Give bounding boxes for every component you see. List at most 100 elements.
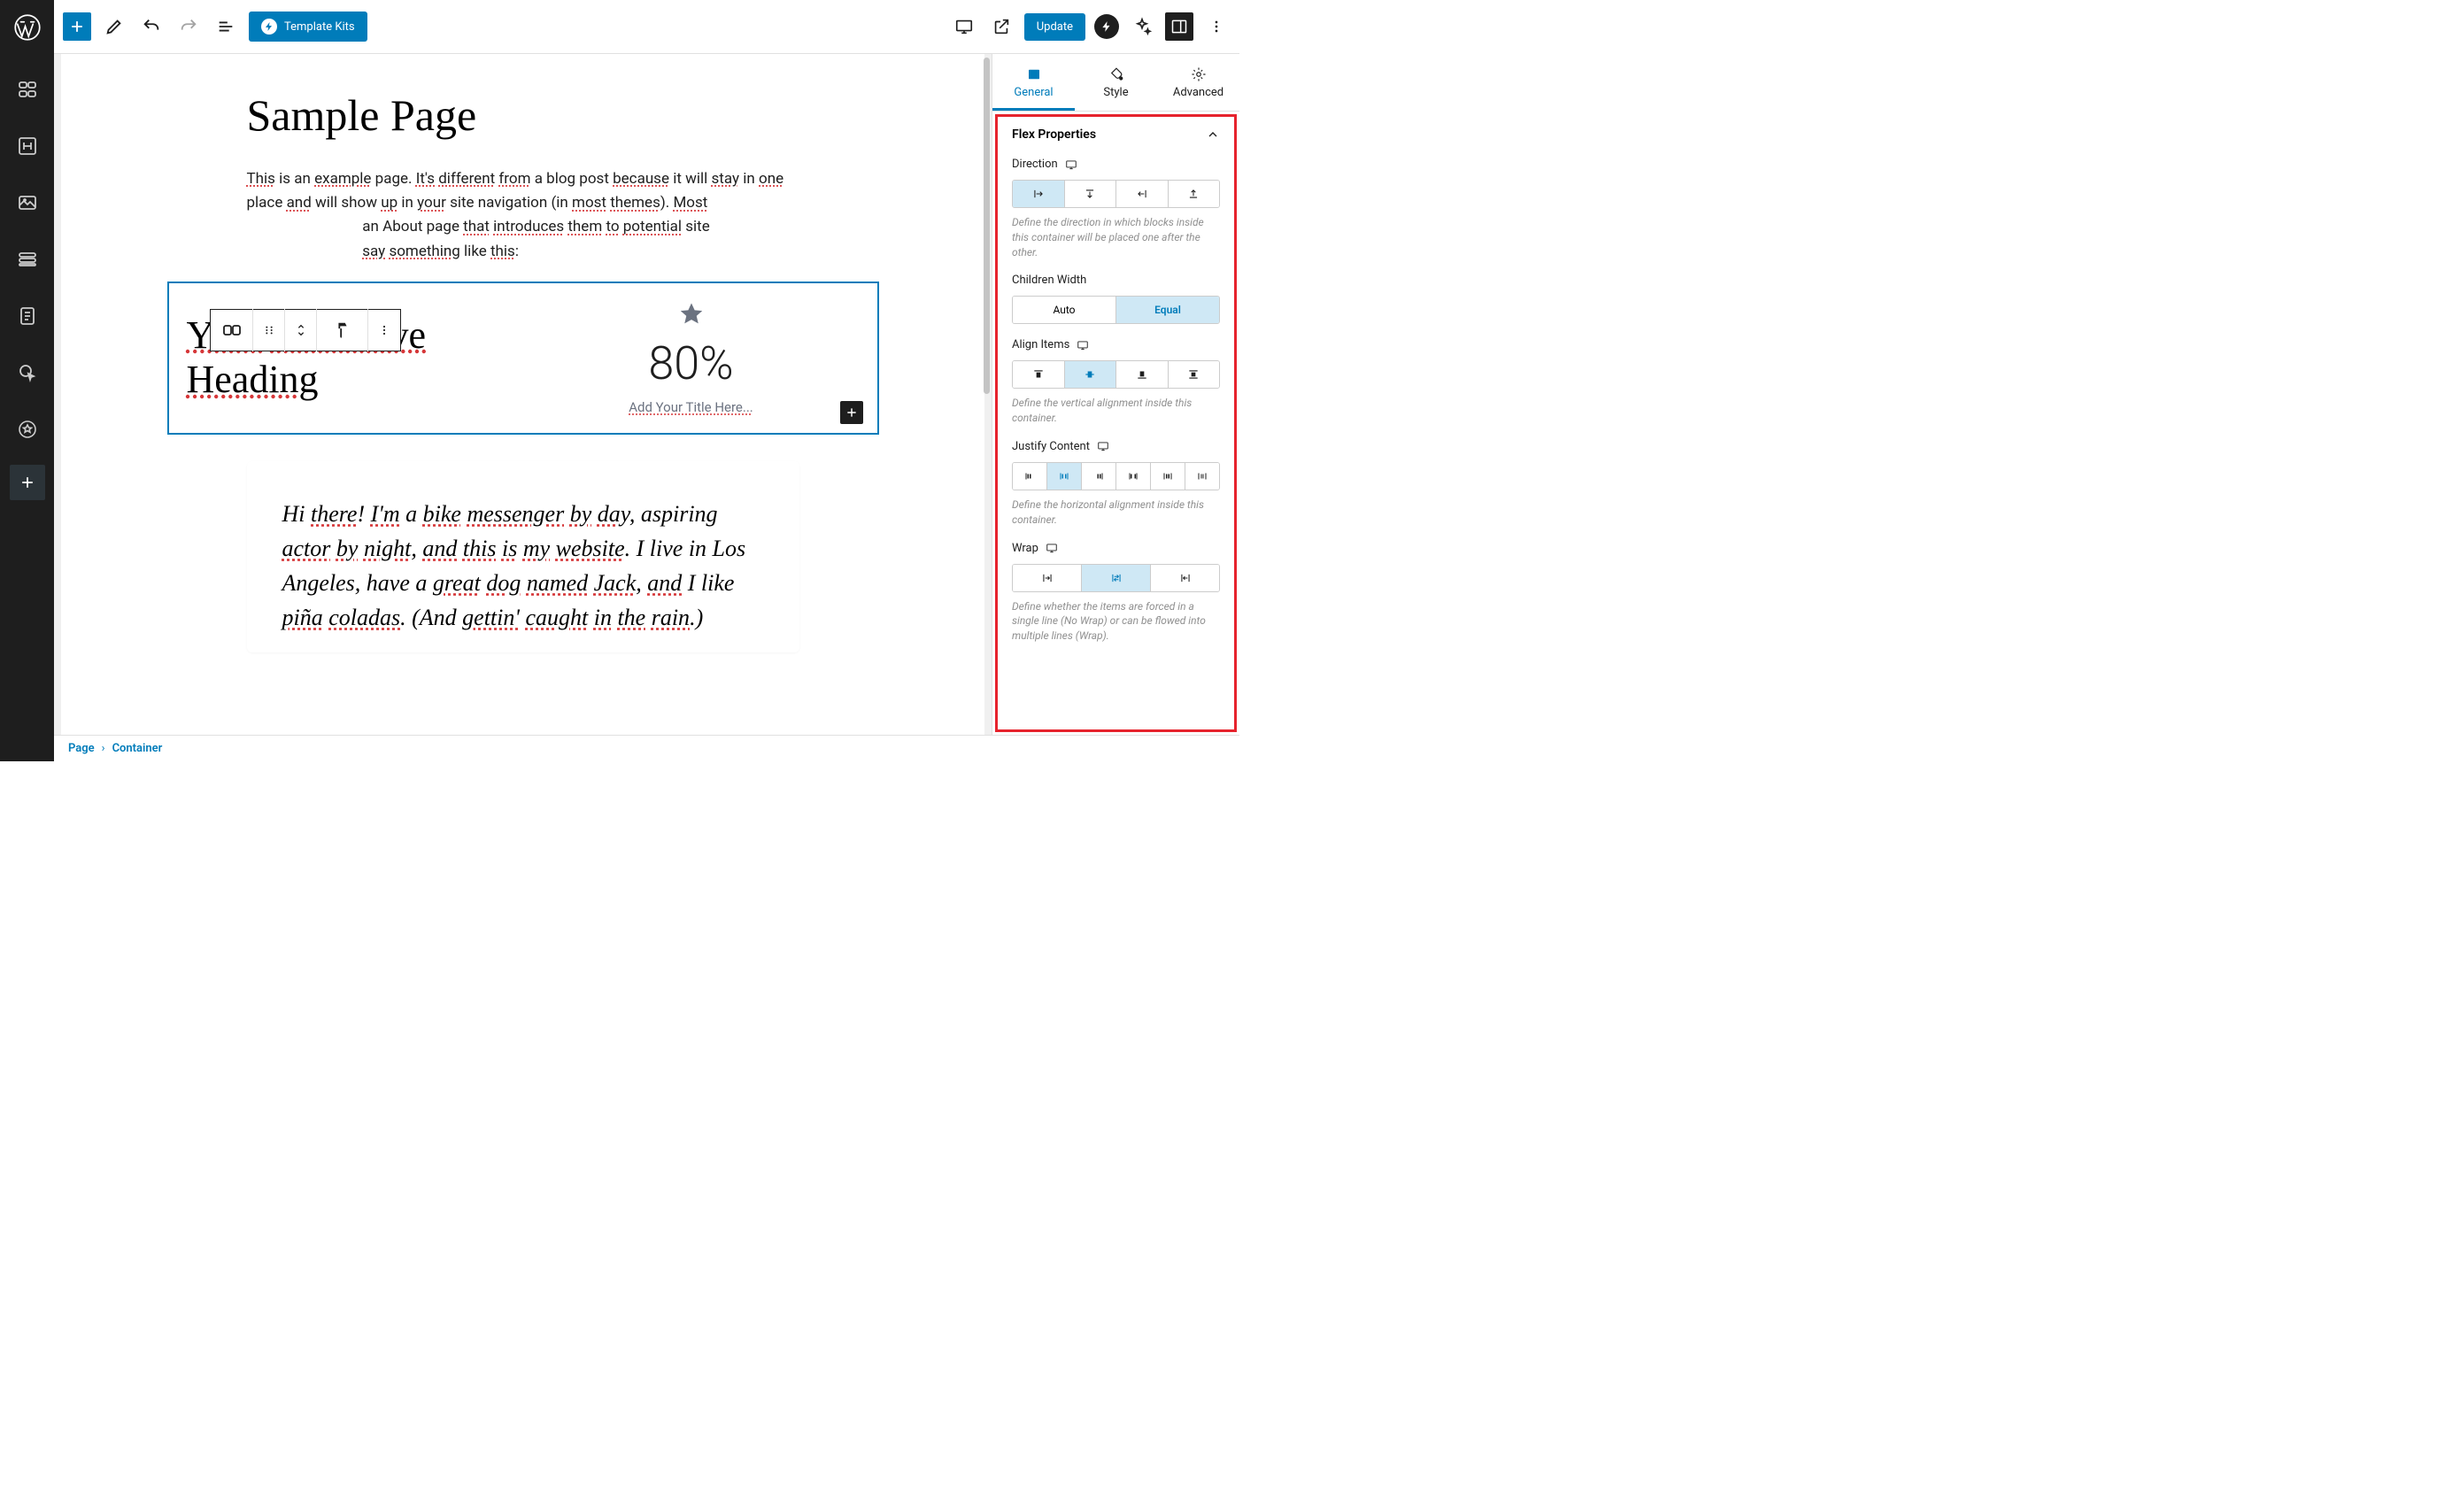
justify-between-btn[interactable] [1116,463,1151,490]
justify-end-btn[interactable] [1082,463,1116,490]
container-block[interactable]: Your AttractiveHeading 80% Add Your Titl… [167,282,879,435]
justify-row: Justify Content Define [1012,440,1220,528]
template-kits-button[interactable]: Template Kits [249,12,367,42]
wrap-label: Wrap [1012,542,1220,555]
breadcrumb-sep: › [102,742,105,755]
dashboard-icon[interactable] [0,68,54,111]
page-content: Sample Page This is an example page. It'… [205,89,842,652]
justify-desc: Define the horizontal alignment inside t… [1012,498,1220,528]
tab-style[interactable]: Style [1075,54,1157,111]
wrap-row: Wrap Define whether the items are forced… [1012,542,1220,644]
children-width-equal[interactable]: Equal [1116,297,1219,323]
scrollbar[interactable] [984,58,990,394]
container-block-icon[interactable] [211,309,253,351]
copy-style-icon[interactable] [317,309,368,351]
move-up-down-icon[interactable] [285,309,317,351]
breadcrumb-container[interactable]: Container [112,742,163,755]
direction-row: Direction Define the direction in which … [1012,158,1220,259]
bolt-icon [261,19,277,35]
justify-label: Justify Content [1012,440,1220,453]
children-width-options: Auto Equal [1012,296,1220,324]
quote-text[interactable]: Hi there! I'm a bike messenger by day, a… [282,497,764,635]
responsive-icon[interactable] [1097,440,1109,452]
sidebar-toggle-icon[interactable] [1165,12,1193,41]
topbar: Template Kits Update [54,0,1239,54]
children-width-auto[interactable]: Auto [1013,297,1116,323]
responsive-icon[interactable] [1077,339,1089,351]
add-inner-block-button[interactable] [840,401,863,424]
align-items-options [1012,360,1220,389]
sidebar-body: Flex Properties Direction [995,114,1237,732]
align-end-btn[interactable] [1116,361,1169,388]
edit-icon[interactable] [100,12,128,41]
children-width-row: Children Width Auto Equal [1012,274,1220,324]
block-more-icon[interactable] [368,309,400,351]
add-block-button[interactable] [63,12,91,41]
direction-row-rev-btn[interactable] [1116,181,1169,207]
main: Template Kits Update [54,0,1239,761]
canvas: Sample Page This is an example page. It'… [54,54,992,735]
wrap-wrap-btn[interactable] [1082,565,1151,591]
wrap-reverse-btn[interactable] [1151,565,1219,591]
topbar-right: Update [950,12,1231,41]
percent-value[interactable]: 80% [648,336,733,390]
update-button[interactable]: Update [1024,13,1085,41]
chevron-up-icon [1206,127,1220,142]
external-link-icon[interactable] [987,12,1015,41]
direction-desc: Define the direction in which blocks ins… [1012,215,1220,259]
direction-column-btn[interactable] [1065,181,1117,207]
rail-add-block-button[interactable] [10,465,45,500]
flex-properties-panel: Flex Properties Direction [998,117,1234,668]
ai-sparkle-icon[interactable] [1128,12,1156,41]
add-title-placeholder[interactable]: Add Your Title Here... [629,399,753,415]
wordpress-logo[interactable] [0,0,54,54]
admin-rail [0,0,54,761]
justify-around-btn[interactable] [1151,463,1185,490]
children-width-label: Children Width [1012,274,1220,287]
sidebar-tabs: General Style Advanced [992,54,1239,112]
justify-start-btn[interactable] [1013,463,1047,490]
topbar-left: Template Kits [63,12,367,42]
desktop-view-icon[interactable] [950,12,978,41]
wrap-none-btn[interactable] [1013,565,1082,591]
quote-card: Hi there! I'm a bike messenger by day, a… [247,461,799,652]
drag-handle-icon[interactable] [253,309,285,351]
direction-row-btn[interactable] [1013,181,1065,207]
cursor-block-icon[interactable] [0,351,54,394]
list-view-icon[interactable] [212,12,240,41]
panel-header[interactable]: Flex Properties [1012,127,1220,142]
responsive-icon[interactable] [1065,158,1077,171]
tab-general[interactable]: General [992,54,1075,111]
content-wrap: Sample Page This is an example page. It'… [54,54,1239,735]
justify-evenly-btn[interactable] [1185,463,1219,490]
heading-block-icon[interactable] [0,125,54,167]
star-block-icon[interactable] [0,408,54,451]
align-stretch-btn[interactable] [1169,361,1220,388]
spectra-icon[interactable] [1094,14,1119,39]
more-options-icon[interactable] [1202,12,1231,41]
align-items-row: Align Items Define the vertical alignmen… [1012,338,1220,426]
align-start-btn[interactable] [1013,361,1065,388]
container-right-col: 80% Add Your Title Here... [523,301,860,415]
app-root: Template Kits Update [0,0,1239,761]
breadcrumb-page[interactable]: Page [68,742,95,755]
tab-advanced[interactable]: Advanced [1157,54,1239,111]
canvas-inner: Sample Page This is an example page. It'… [61,54,984,735]
responsive-icon[interactable] [1046,542,1058,554]
intro-paragraph[interactable]: This is an example page. It's different … [247,167,799,264]
justify-options [1012,462,1220,490]
breadcrumb-bar: Page › Container [54,735,1239,761]
page-title[interactable]: Sample Page [247,89,799,141]
page-block-icon[interactable] [0,295,54,337]
align-center-btn[interactable] [1065,361,1117,388]
direction-label: Direction [1012,158,1220,171]
image-block-icon[interactable] [0,181,54,224]
redo-icon[interactable] [174,12,203,41]
justify-center-btn[interactable] [1047,463,1082,490]
direction-column-rev-btn[interactable] [1169,181,1220,207]
settings-sidebar: General Style Advanced Flex Properties [992,54,1239,735]
template-kits-label: Template Kits [284,20,355,34]
star-icon [678,301,705,328]
list-block-icon[interactable] [0,238,54,281]
undo-icon[interactable] [137,12,166,41]
